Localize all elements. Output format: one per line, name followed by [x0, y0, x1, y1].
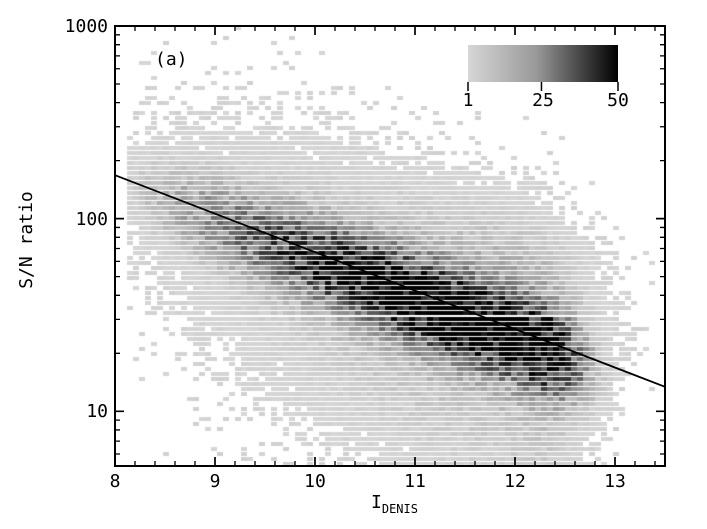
y-tick-label-1000: 1000	[64, 16, 108, 37]
fit-line	[114, 174, 666, 388]
x-axis-title: IDENIS	[371, 492, 418, 516]
colorbar-tick-marks	[467, 82, 619, 91]
y-tick-label-100: 100	[75, 209, 108, 230]
minor-tick-marks	[115, 26, 665, 466]
x-tick-label-8: 8	[109, 471, 121, 492]
colorbar-label-25: 25	[532, 90, 554, 111]
colorbar-gradient	[468, 45, 618, 82]
y-tick-label-10: 10	[86, 401, 108, 422]
y-axis-title: S/N ratio	[16, 191, 37, 289]
x-tick-label-9: 9	[209, 471, 221, 492]
plot-frame	[114, 25, 666, 467]
x-tick-label-12: 12	[504, 471, 526, 492]
major-tick-marks	[114, 25, 665, 466]
x-axis-title-subscript: DENIS	[381, 502, 418, 516]
x-tick-label-13: 13	[604, 471, 626, 492]
x-tick-label-11: 11	[404, 471, 426, 492]
panel-label: (a)	[155, 49, 188, 70]
colorbar-label-50: 50	[607, 90, 629, 111]
x-tick-label-10: 10	[304, 471, 326, 492]
colorbar-label-1: 1	[462, 90, 474, 111]
x-axis-title-main: I	[371, 492, 382, 513]
